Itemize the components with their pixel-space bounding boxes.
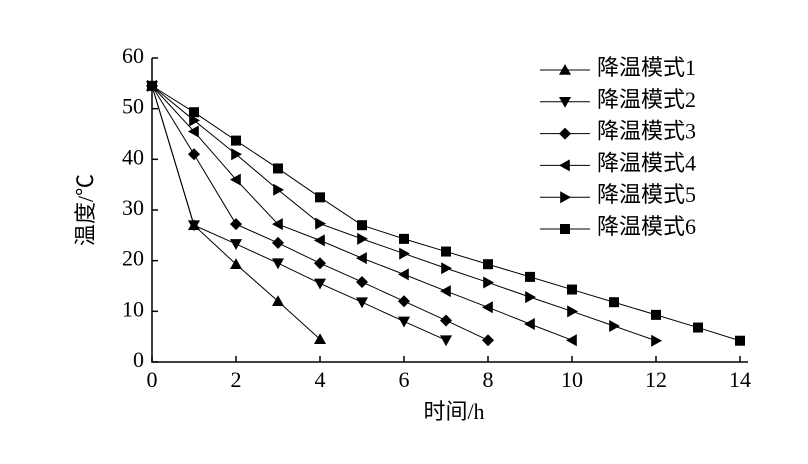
marker — [559, 159, 570, 172]
legend-label: 降温模式5 — [597, 182, 696, 207]
marker — [398, 268, 409, 281]
marker — [398, 316, 410, 328]
marker — [399, 247, 410, 260]
marker — [560, 191, 571, 204]
marker — [230, 173, 241, 186]
marker — [230, 218, 242, 231]
marker — [482, 301, 493, 314]
marker — [357, 232, 368, 245]
marker — [314, 257, 326, 270]
marker — [651, 334, 662, 347]
marker — [567, 284, 577, 295]
y-tick-label: 0 — [133, 347, 144, 372]
y-tick-label: 60 — [122, 43, 144, 68]
marker — [273, 163, 283, 174]
x-tick-label: 4 — [315, 367, 326, 392]
marker — [147, 80, 157, 91]
marker — [559, 97, 571, 108]
legend-label: 降温模式1 — [597, 55, 696, 80]
marker — [231, 135, 241, 146]
marker — [189, 114, 200, 127]
marker — [566, 334, 577, 347]
marker — [272, 258, 284, 270]
x-tick-label: 12 — [645, 367, 667, 392]
marker — [272, 295, 284, 306]
marker — [315, 192, 325, 203]
marker — [441, 262, 452, 275]
x-tick-label: 8 — [483, 367, 494, 392]
marker — [230, 258, 242, 270]
marker — [272, 218, 283, 231]
y-tick-label: 30 — [122, 195, 144, 220]
legend-label: 降温模式4 — [597, 150, 696, 175]
marker — [440, 314, 452, 327]
marker — [440, 285, 451, 298]
marker — [567, 305, 578, 318]
y-tick-label: 50 — [122, 94, 144, 119]
legend-label: 降温模式3 — [597, 119, 696, 144]
y-tick-label: 40 — [122, 144, 144, 169]
x-tick-label: 14 — [729, 367, 751, 392]
marker — [483, 276, 494, 289]
marker — [272, 236, 284, 249]
y-tick-label: 10 — [122, 296, 144, 321]
y-tick-label: 20 — [122, 246, 144, 271]
marker — [693, 322, 703, 333]
y-axis-label: 温度/℃ — [73, 174, 98, 246]
marker — [735, 335, 745, 346]
marker — [314, 333, 326, 344]
marker — [560, 224, 570, 234]
marker — [440, 335, 452, 347]
legend-label: 降温模式2 — [597, 87, 696, 112]
x-tick-label: 6 — [399, 367, 410, 392]
marker — [230, 239, 242, 250]
marker — [188, 220, 200, 232]
marker — [315, 217, 326, 230]
x-tick-label: 2 — [231, 367, 242, 392]
marker — [356, 297, 368, 309]
x-tick-label: 10 — [561, 367, 583, 392]
marker — [398, 295, 410, 308]
marker — [273, 183, 284, 196]
marker — [525, 291, 536, 304]
marker — [188, 148, 200, 161]
marker — [357, 220, 367, 231]
series-line — [151, 85, 489, 341]
marker — [231, 148, 242, 161]
marker — [399, 233, 409, 244]
marker — [559, 64, 571, 75]
marker — [314, 278, 326, 290]
marker — [651, 309, 661, 320]
marker — [525, 271, 535, 282]
marker — [609, 297, 619, 308]
marker — [356, 275, 368, 288]
marker — [609, 320, 620, 333]
legend-label: 降温模式6 — [597, 214, 696, 239]
marker — [188, 125, 199, 138]
x-tick-label: 0 — [147, 367, 158, 392]
marker — [189, 107, 199, 118]
marker — [356, 252, 367, 265]
marker — [441, 246, 451, 257]
marker — [482, 334, 494, 347]
marker — [314, 234, 325, 247]
marker — [483, 259, 493, 270]
marker — [524, 318, 535, 330]
series-line — [151, 85, 447, 341]
x-axis-label: 时间/h — [423, 399, 484, 424]
series-line — [151, 85, 321, 340]
marker — [559, 127, 571, 140]
